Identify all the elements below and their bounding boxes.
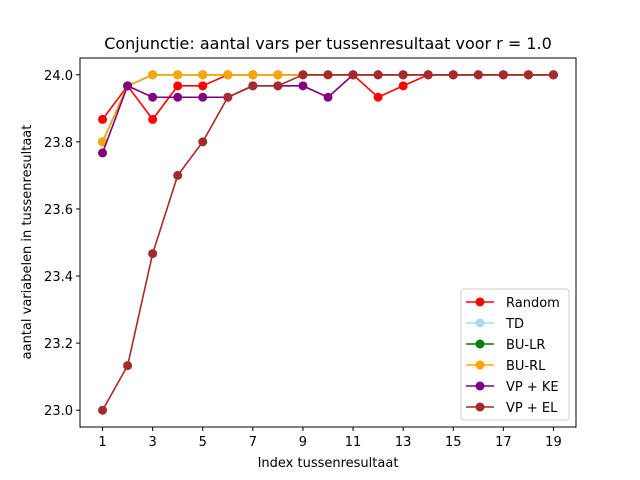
legend-box bbox=[460, 288, 570, 421]
y-tick-label: 24.0 bbox=[44, 69, 73, 84]
y-tick-label: 23.4 bbox=[44, 270, 73, 285]
data-point bbox=[373, 92, 383, 102]
y-tick-label: 23.2 bbox=[44, 337, 73, 352]
x-tick-label: 11 bbox=[345, 435, 362, 450]
data-point bbox=[98, 137, 108, 147]
x-tick-label: 15 bbox=[445, 435, 462, 450]
data-point bbox=[148, 92, 158, 102]
y-tick-label: 23.0 bbox=[44, 404, 73, 419]
data-point bbox=[448, 70, 458, 80]
legend-label: VP + EL bbox=[506, 401, 558, 416]
data-point bbox=[348, 70, 358, 80]
data-point bbox=[473, 70, 483, 80]
data-point bbox=[273, 70, 283, 80]
data-point bbox=[148, 70, 158, 80]
x-axis: 1 3 5 7 9 11 13 15 17 19 bbox=[98, 427, 562, 450]
x-tick-label: 19 bbox=[545, 435, 562, 450]
x-tick-label: 13 bbox=[395, 435, 412, 450]
series-vp-el bbox=[98, 70, 558, 415]
legend-entry: VP + EL bbox=[466, 401, 558, 416]
legend-label: BU-LR bbox=[506, 338, 545, 353]
data-point bbox=[148, 249, 158, 259]
x-tick-label: 9 bbox=[299, 435, 307, 450]
data-point bbox=[98, 114, 108, 124]
x-tick-label: 1 bbox=[98, 435, 106, 450]
data-point bbox=[523, 70, 533, 80]
legend-label: TD bbox=[505, 317, 524, 332]
legend-entry: Random bbox=[466, 296, 560, 311]
legend-swatch-marker bbox=[475, 381, 485, 391]
legend-entry: BU-LR bbox=[466, 338, 545, 353]
legend: Random TD BU-LR BU-RL VP + KE VP + EL bbox=[460, 288, 570, 421]
data-point bbox=[123, 361, 133, 371]
chart-title: Conjunctie: aantal vars per tussenresult… bbox=[104, 34, 552, 53]
data-point bbox=[198, 70, 208, 80]
data-point bbox=[98, 148, 108, 158]
data-point bbox=[198, 137, 208, 147]
data-point bbox=[323, 70, 333, 80]
x-tick-label: 3 bbox=[149, 435, 157, 450]
data-point bbox=[423, 70, 433, 80]
data-point bbox=[173, 81, 183, 91]
plot-frame bbox=[79, 57, 577, 428]
data-point bbox=[398, 81, 408, 91]
y-tick-label: 23.8 bbox=[44, 136, 73, 151]
data-point bbox=[548, 70, 558, 80]
data-point bbox=[498, 70, 508, 80]
legend-swatch-marker bbox=[475, 402, 485, 412]
x-tick-label: 7 bbox=[249, 435, 257, 450]
legend-label: BU-RL bbox=[506, 359, 546, 374]
data-point bbox=[298, 70, 308, 80]
data-point bbox=[373, 70, 383, 80]
legend-entry: TD bbox=[466, 317, 524, 332]
series-layer bbox=[98, 70, 558, 415]
data-point bbox=[148, 114, 158, 124]
data-point bbox=[248, 81, 258, 91]
data-point bbox=[173, 170, 183, 180]
y-tick-label: 23.6 bbox=[44, 203, 73, 218]
x-tick-label: 5 bbox=[199, 435, 207, 450]
x-axis-label: Index tussenresultaat bbox=[258, 456, 399, 471]
y-axis: 23.0 23.2 23.4 23.6 23.8 24.0 bbox=[44, 69, 80, 419]
data-point bbox=[173, 70, 183, 80]
data-point bbox=[223, 92, 233, 102]
x-tick-label: 17 bbox=[495, 435, 512, 450]
data-point bbox=[98, 405, 108, 415]
data-point bbox=[223, 70, 233, 80]
data-point bbox=[173, 92, 183, 102]
data-point bbox=[198, 92, 208, 102]
data-point bbox=[273, 81, 283, 91]
legend-swatch-marker bbox=[475, 360, 485, 370]
legend-swatch-marker bbox=[475, 339, 485, 349]
legend-label: VP + KE bbox=[506, 380, 559, 395]
legend-entry: BU-RL bbox=[466, 359, 546, 374]
legend-swatch-marker bbox=[475, 297, 485, 307]
y-axis-label: aantal variabelen in tussenresultaat bbox=[20, 125, 35, 360]
data-point bbox=[323, 92, 333, 102]
data-point bbox=[298, 81, 308, 91]
legend-label: Random bbox=[506, 296, 560, 311]
data-point bbox=[198, 81, 208, 91]
legend-swatch-marker bbox=[475, 318, 485, 328]
data-point bbox=[123, 81, 133, 91]
data-point bbox=[248, 70, 258, 80]
data-point bbox=[398, 70, 408, 80]
legend-entry: VP + KE bbox=[466, 380, 559, 395]
